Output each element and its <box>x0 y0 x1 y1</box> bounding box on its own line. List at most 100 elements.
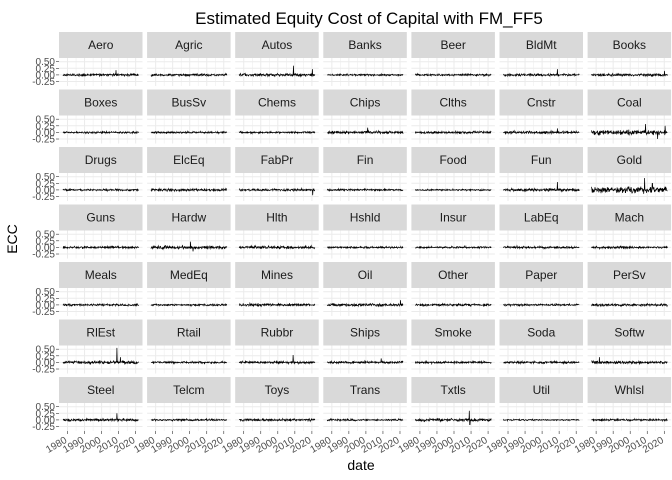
ecc-series-line-oil <box>326 300 404 308</box>
facet-gold: Gold <box>587 147 672 201</box>
facet-strip <box>411 319 495 346</box>
facet-strip <box>587 204 672 231</box>
ecc-series-line-other <box>415 302 492 308</box>
facet-strip-label: Beer <box>440 38 465 52</box>
y-tick-label: 0.25 <box>36 236 56 247</box>
facet-elceq: ElcEq <box>147 147 231 201</box>
facet-strip <box>147 262 231 288</box>
facet-banks: Banks <box>323 32 407 86</box>
facet-strip <box>499 147 583 173</box>
facet-strip-label: Mach <box>615 211 644 225</box>
facet-strip <box>323 204 407 231</box>
facet-strip-label: Trans <box>350 383 380 397</box>
facet-rlest: RlEst -0.250.000.250.50 <box>32 319 143 376</box>
facet-strip-label: BldMt <box>526 38 557 52</box>
y-tick-label: -0.25 <box>32 307 55 318</box>
chart-title: Estimated Equity Cost of Capital with FM… <box>195 9 543 28</box>
facet-strip-label: Coal <box>617 96 642 110</box>
ecc-series-line-chips <box>327 127 404 135</box>
facet-strip-label: Txtls <box>440 383 465 397</box>
facet-bussv: BusSv <box>147 89 231 144</box>
facet-ships: Ships <box>323 319 407 374</box>
y-tick-label: -0.25 <box>32 250 55 261</box>
facet-gridlines <box>235 403 319 431</box>
facet-other: Other <box>411 262 495 316</box>
facet-strip-label: Rubbr <box>261 326 294 340</box>
facet-strip-label: Hshld <box>350 211 381 225</box>
facet-strip-label: Mines <box>261 268 293 282</box>
facet-strip <box>59 89 143 116</box>
ecc-series-line-books <box>591 70 668 78</box>
y-tick-label: -0.25 <box>32 192 55 203</box>
ecc-series-line-rtail <box>151 360 227 365</box>
facet-strip <box>59 377 143 403</box>
ecc-series-line-cnstr <box>503 128 580 135</box>
ecc-series-line-insur <box>414 244 492 250</box>
facet-smoke: Smoke <box>411 319 495 374</box>
facet-strip <box>499 204 583 231</box>
facet-strip <box>59 262 143 288</box>
facet-strip-label: Toys <box>265 383 290 397</box>
facet-strip <box>235 262 319 288</box>
y-tick-label: 0.50 <box>36 402 56 413</box>
ecc-series-line-paper <box>503 302 580 308</box>
ecc-series-line-drugs <box>62 187 140 193</box>
facet-strip <box>411 147 495 173</box>
facet-strip <box>587 147 672 173</box>
ecc-series-line-labeq <box>503 244 580 250</box>
facet-medeq: MedEq <box>147 262 231 316</box>
facet-strip-label: Clths <box>439 96 466 110</box>
facet-hshld: Hshld <box>323 204 407 259</box>
facet-strip-label: Insur <box>440 211 467 225</box>
ecc-series-line-autos <box>238 65 316 78</box>
facet-strip <box>147 89 231 116</box>
facet-strip <box>499 377 583 403</box>
y-tick-label: 0.00 <box>36 300 56 311</box>
ecc-series-line-soda <box>503 359 580 365</box>
facet-strip <box>499 32 583 58</box>
ecc-series-line-beer <box>414 72 492 78</box>
facet-strip-label: Soda <box>527 326 555 340</box>
facet-clths: Clths <box>411 89 495 144</box>
facet-chems: Chems <box>235 89 319 144</box>
facet-strip-label: Ships <box>350 326 380 340</box>
facet-fun: Fun <box>499 147 583 201</box>
facet-aero: Aero -0.250.000.250.50 <box>32 32 143 88</box>
facet-strip <box>235 319 319 346</box>
facet-drugs: Drugs -0.250.000.250.50 <box>32 147 143 203</box>
facet-strip-label: Banks <box>348 38 381 52</box>
y-tick-label: 0.00 <box>36 128 56 139</box>
y-tick-label: 0.50 <box>36 115 56 126</box>
facet-guns: Guns -0.250.000.250.50 <box>32 204 143 261</box>
ecc-series-line-rlest <box>62 347 140 365</box>
facet-strip <box>323 89 407 116</box>
facet-softw: Softw <box>587 319 672 374</box>
y-tick-label: 0.50 <box>36 57 56 68</box>
facet-strip <box>235 377 319 403</box>
facet-strip <box>235 89 319 116</box>
facet-strip <box>411 377 495 403</box>
facet-oil: Oil <box>323 262 407 316</box>
facet-strip <box>411 32 495 58</box>
facet-strip-label: ElcEq <box>173 153 204 167</box>
y-tick-label: 0.50 <box>36 172 56 183</box>
y-tick-label: -0.25 <box>32 77 55 88</box>
facet-strip-label: Meals <box>85 268 117 282</box>
y-axis-title: ECC <box>4 224 20 254</box>
ecc-series-line-toys <box>238 417 316 423</box>
ecc-series-line-medeq <box>150 303 228 308</box>
facet-strip <box>235 204 319 231</box>
facet-strip <box>411 89 495 116</box>
facet-soda: Soda <box>499 319 583 374</box>
ecc-series-line-meals <box>62 302 140 308</box>
facet-insur: Insur <box>411 204 495 259</box>
y-tick-label: -0.25 <box>32 365 55 376</box>
facet-strip-label: Hlth <box>266 211 287 225</box>
facet-strip <box>323 147 407 173</box>
facet-cnstr: Cnstr <box>499 89 583 144</box>
ecc-series-line-chems <box>238 130 316 135</box>
facet-strip-label: Fun <box>531 153 552 167</box>
